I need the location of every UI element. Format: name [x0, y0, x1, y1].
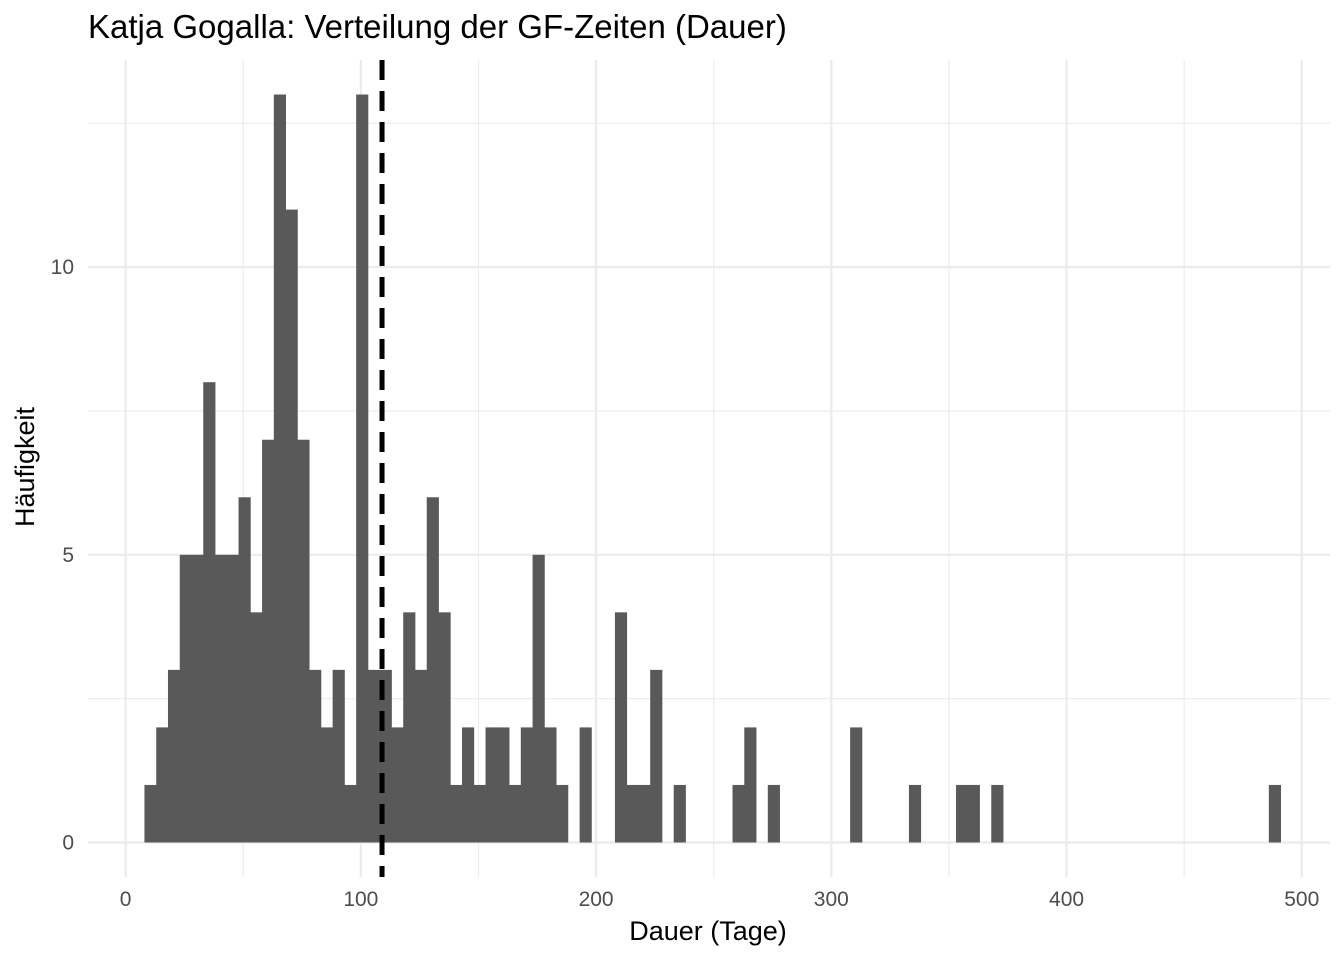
histogram-bars — [144, 94, 1282, 843]
chart-title: Katja Gogalla: Verteilung der GF-Zeiten … — [88, 8, 787, 45]
x-tick-label: 500 — [1284, 888, 1319, 911]
histogram-bar — [414, 669, 428, 843]
histogram-bar — [532, 554, 545, 843]
histogram-bar — [638, 784, 651, 843]
histogram-bar — [309, 669, 322, 843]
histogram-bar — [179, 554, 192, 843]
histogram-bar — [226, 554, 239, 843]
histogram-bar — [203, 382, 216, 843]
histogram-bar — [850, 727, 863, 843]
histogram-bar — [391, 727, 404, 843]
histogram-bar — [732, 784, 745, 843]
histogram-bar — [238, 497, 251, 843]
histogram-bar — [1268, 784, 1282, 843]
histogram-bar — [955, 784, 969, 843]
histogram-bar — [556, 784, 569, 843]
x-tick-label: 200 — [579, 888, 614, 911]
y-tick-label: 5 — [62, 544, 74, 567]
histogram-bar — [626, 784, 639, 843]
y-axis-tick-labels: 0 5 10 — [51, 256, 74, 854]
histogram-bar — [250, 612, 263, 843]
histogram-bar — [438, 612, 451, 843]
histogram-bar — [767, 784, 780, 843]
histogram-bar — [473, 784, 486, 843]
histogram-bar — [544, 727, 557, 843]
histogram-bar — [156, 727, 169, 843]
histogram-bar — [520, 727, 533, 843]
x-tick-label: 100 — [343, 888, 378, 911]
histogram-bar — [273, 94, 286, 843]
histogram-bar — [191, 554, 204, 843]
x-tick-label: 0 — [120, 888, 132, 911]
histogram-bar — [262, 439, 275, 843]
histogram-bar — [297, 439, 310, 843]
histogram-bar — [356, 94, 369, 843]
histogram-bar — [367, 669, 381, 843]
histogram-bar — [744, 727, 757, 843]
histogram-bar — [167, 669, 181, 843]
histogram-bar — [991, 784, 1004, 843]
histogram-bar — [579, 727, 592, 843]
histogram-bar — [614, 612, 628, 843]
histogram-bar — [650, 669, 663, 843]
x-tick-label: 400 — [1049, 888, 1084, 911]
histogram-bar — [285, 209, 298, 843]
x-axis-title: Dauer (Tage) — [629, 916, 787, 946]
y-tick-label: 10 — [51, 256, 74, 279]
histogram-bar — [450, 784, 463, 843]
x-axis-tick-labels: 0 100 200 300 400 500 — [120, 888, 1320, 911]
histogram-bar — [344, 784, 357, 843]
y-axis-title: Häufigkeit — [10, 406, 40, 527]
histogram-bar — [485, 727, 498, 843]
y-tick-label: 0 — [62, 831, 74, 854]
histogram-bar — [908, 784, 922, 843]
histogram-bar — [426, 497, 439, 843]
histogram-bar — [462, 727, 475, 843]
histogram-bar — [403, 612, 416, 843]
histogram-bar — [967, 784, 980, 843]
histogram-bar — [320, 727, 334, 843]
histogram-bar — [497, 727, 510, 843]
histogram-bar — [215, 554, 228, 843]
histogram-bar — [673, 784, 686, 843]
histogram-bar — [332, 669, 345, 843]
histogram-bar — [509, 784, 522, 843]
histogram-bar — [144, 784, 157, 843]
x-tick-label: 300 — [814, 888, 849, 911]
